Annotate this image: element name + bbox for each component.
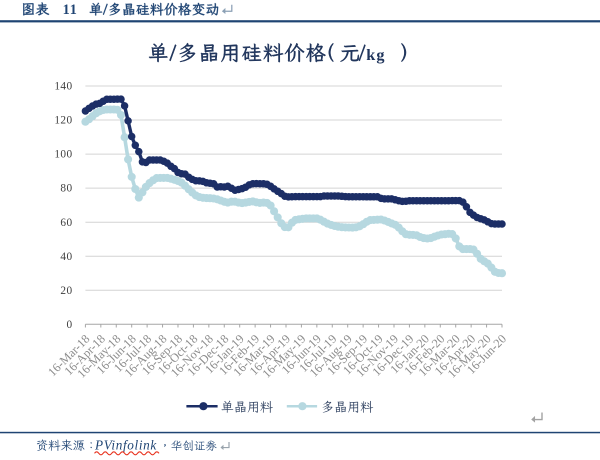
svg-text:kg: kg — [366, 46, 386, 64]
svg-text:80: 80 — [60, 183, 72, 195]
svg-text:40: 40 — [60, 251, 72, 263]
svg-text:PVinfolink: PVinfolink — [94, 438, 157, 453]
svg-text:11: 11 — [63, 2, 78, 18]
svg-text:60: 60 — [60, 217, 72, 229]
svg-text:0: 0 — [66, 319, 72, 331]
svg-text:100: 100 — [54, 149, 72, 161]
svg-text:140: 140 — [54, 81, 72, 93]
svg-text:20: 20 — [60, 285, 72, 297]
svg-text:120: 120 — [54, 115, 72, 127]
